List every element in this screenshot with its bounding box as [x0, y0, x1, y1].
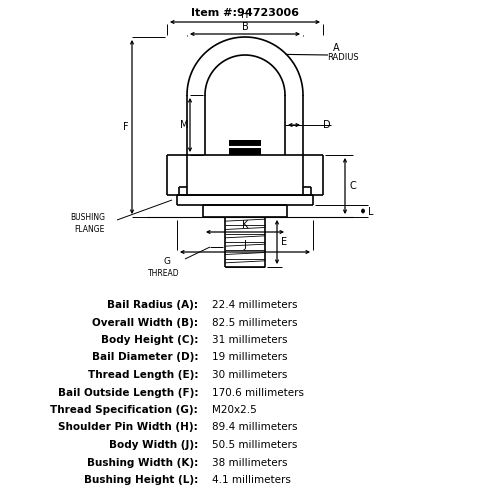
Text: RADIUS: RADIUS — [327, 54, 359, 62]
Text: 31 millimeters: 31 millimeters — [212, 335, 288, 345]
Text: Bail Outside Length (F):: Bail Outside Length (F): — [58, 388, 198, 398]
Text: J: J — [244, 240, 246, 250]
Text: G: G — [163, 256, 170, 266]
Text: 22.4 millimeters: 22.4 millimeters — [212, 300, 298, 310]
Text: C: C — [350, 181, 356, 191]
Text: BUSHING: BUSHING — [70, 212, 105, 222]
Text: 82.5 millimeters: 82.5 millimeters — [212, 318, 298, 328]
Text: 30 millimeters: 30 millimeters — [212, 370, 288, 380]
Text: Overall Width (B):: Overall Width (B): — [92, 318, 198, 328]
Text: Bushing Height (L):: Bushing Height (L): — [84, 475, 198, 485]
Text: F: F — [123, 122, 129, 132]
Text: THREAD: THREAD — [148, 268, 180, 278]
Text: Bushing Width (K):: Bushing Width (K): — [87, 458, 198, 468]
Text: FLANGE: FLANGE — [74, 224, 105, 234]
Text: 89.4 millimeters: 89.4 millimeters — [212, 422, 298, 432]
Text: K: K — [242, 220, 248, 230]
Text: B: B — [242, 22, 248, 32]
Text: H: H — [242, 10, 248, 20]
Text: E: E — [281, 237, 287, 247]
Text: Body Height (C):: Body Height (C): — [100, 335, 198, 345]
Bar — [229, 140, 261, 155]
Text: 50.5 millimeters: 50.5 millimeters — [212, 440, 298, 450]
Text: Bail Radius (A):: Bail Radius (A): — [107, 300, 198, 310]
Text: Item #:94723006: Item #:94723006 — [191, 8, 299, 18]
Text: M: M — [180, 120, 188, 130]
Text: M20x2.5: M20x2.5 — [212, 405, 257, 415]
Text: Shoulder Pin Width (H):: Shoulder Pin Width (H): — [58, 422, 198, 432]
Text: D: D — [323, 120, 330, 130]
Text: 38 millimeters: 38 millimeters — [212, 458, 288, 468]
Text: 4.1 millimeters: 4.1 millimeters — [212, 475, 291, 485]
Text: A: A — [332, 43, 340, 53]
Text: Thread Length (E):: Thread Length (E): — [88, 370, 198, 380]
Text: L: L — [368, 207, 374, 217]
Text: Body Width (J):: Body Width (J): — [109, 440, 198, 450]
Text: Thread Specification (G):: Thread Specification (G): — [50, 405, 198, 415]
Text: 170.6 millimeters: 170.6 millimeters — [212, 388, 304, 398]
Text: 19 millimeters: 19 millimeters — [212, 352, 288, 362]
Text: Bail Diameter (D):: Bail Diameter (D): — [92, 352, 198, 362]
